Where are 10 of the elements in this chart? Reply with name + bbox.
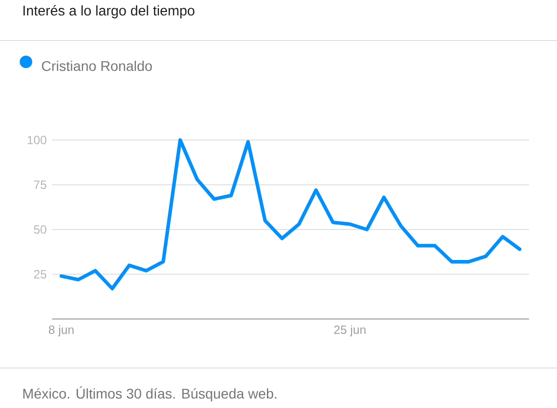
y-tick-label: 50 <box>34 225 46 234</box>
y-tick-label: 100 <box>28 136 46 144</box>
y-tick-label: 25 <box>34 270 46 279</box>
line-series <box>60 138 522 290</box>
legend-label: Cristiano Ronaldo <box>42 60 152 72</box>
x-tick-label: 8 jun <box>48 325 74 336</box>
y-tick-label: 75 <box>34 180 46 189</box>
text: México. Últimos 30 días. Búsqueda web. <box>23 386 276 402</box>
chart-title: Interés a lo largo del tiempo <box>23 5 194 18</box>
x-tick-label: 25 jun <box>334 325 366 336</box>
